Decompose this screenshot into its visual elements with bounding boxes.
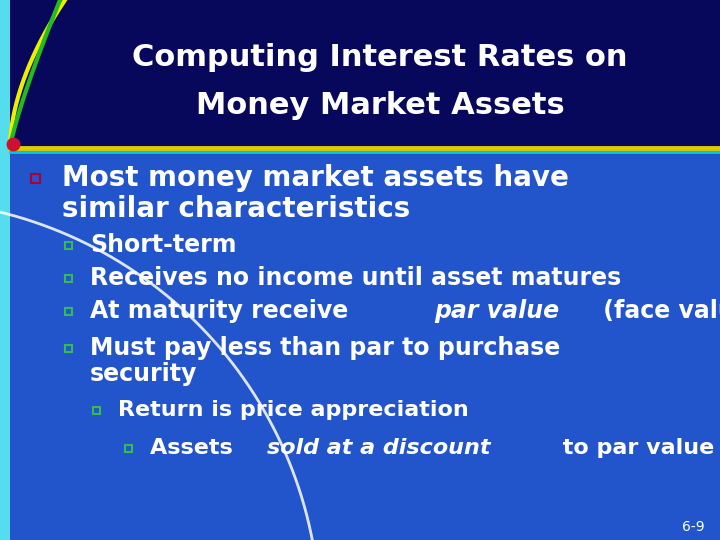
Text: (face value): (face value): [595, 299, 720, 323]
Text: security: security: [90, 362, 197, 386]
Text: Assets: Assets: [150, 438, 240, 458]
Bar: [30, 173, 40, 183]
Text: Money Market Assets: Money Market Assets: [196, 91, 564, 119]
Text: similar characteristics: similar characteristics: [62, 195, 410, 223]
Text: to par value: to par value: [555, 438, 714, 458]
Text: Short-term: Short-term: [90, 233, 236, 257]
Text: 6-9: 6-9: [683, 520, 705, 534]
Text: Computing Interest Rates on: Computing Interest Rates on: [132, 44, 628, 72]
Text: Must pay less than par to purchase: Must pay less than par to purchase: [90, 336, 560, 360]
Text: par value: par value: [434, 299, 559, 323]
Bar: [65, 274, 71, 281]
Bar: [65, 241, 71, 248]
Bar: [65, 345, 71, 352]
Text: Receives no income until asset matures: Receives no income until asset matures: [90, 266, 621, 290]
Text: sold at a discount: sold at a discount: [267, 438, 490, 458]
Bar: [92, 407, 99, 414]
Text: At maturity receive: At maturity receive: [90, 299, 356, 323]
Bar: [0, 0, 10, 540]
Text: Return is price appreciation: Return is price appreciation: [118, 400, 469, 420]
Bar: [65, 307, 71, 314]
Bar: [0, 0, 720, 148]
Bar: [125, 444, 132, 451]
Text: Most money market assets have: Most money market assets have: [62, 164, 569, 192]
